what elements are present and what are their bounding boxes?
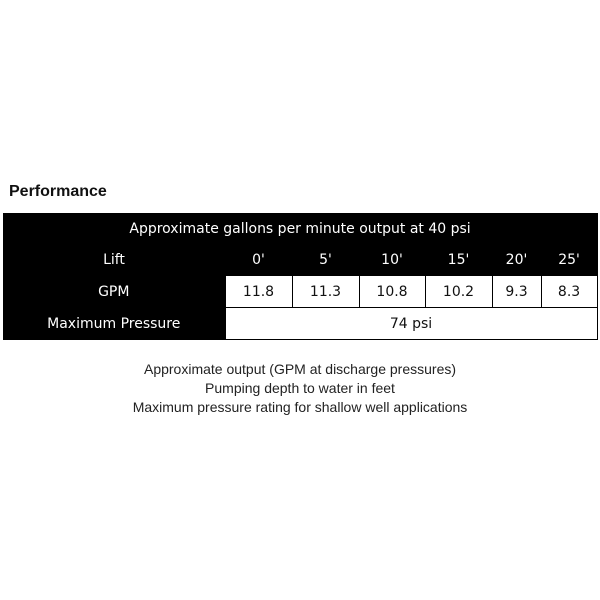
gpm-value: 10.8: [358, 275, 426, 308]
max-pressure-value: 74 psi: [224, 307, 598, 340]
gpm-value: 9.3: [491, 275, 542, 308]
note: Maximum pressure rating for shallow well…: [132, 399, 468, 415]
notes: Approximate output (GPM at discharge pre…: [0, 360, 600, 417]
gpm-value: 10.2: [424, 275, 493, 308]
gpm-label: GPM: [98, 283, 130, 300]
lift-row: Lift 0' 5' 10' 15' 20' 25': [3, 244, 597, 276]
gpm-value: 8.3: [540, 275, 598, 308]
note: Pumping depth to water in feet: [205, 380, 395, 396]
gpm-value: 11.3: [291, 275, 360, 308]
lift-value: 5': [319, 251, 332, 268]
note: Approximate output (GPM at discharge pre…: [143, 361, 457, 377]
table-caption: Approximate gallons per minute output at…: [129, 220, 471, 237]
lift-value: 0': [252, 251, 265, 268]
max-pressure-label: Maximum Pressure: [47, 315, 181, 332]
lift-value: 25': [558, 251, 580, 268]
section-title: Performance: [9, 183, 107, 200]
gpm-row: GPM 11.8 11.3 10.8 10.2 9.3 8.3: [3, 275, 598, 308]
lift-value: 10': [381, 251, 403, 268]
gpm-value: 11.8: [224, 275, 293, 308]
performance-table: Approximate gallons per minute output at…: [3, 213, 598, 340]
lift-label: Lift: [103, 251, 125, 268]
lift-value: 20': [505, 251, 528, 268]
max-pressure-row: Maximum Pressure 74 psi: [3, 307, 598, 340]
lift-value: 15': [447, 251, 470, 268]
